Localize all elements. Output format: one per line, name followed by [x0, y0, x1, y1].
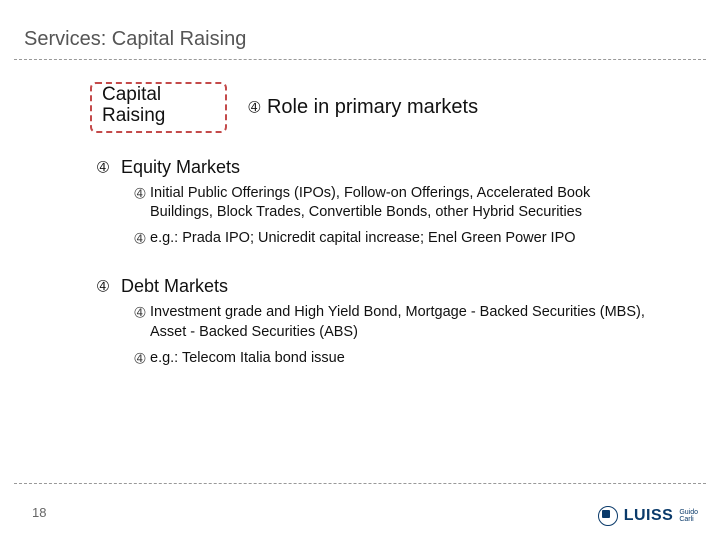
section-heading-debt: ➃ Debt Markets	[96, 276, 656, 297]
list-item: ➃ Initial Public Offerings (IPOs), Follo…	[130, 184, 656, 223]
circled-arrow-icon: ➃	[130, 184, 150, 223]
bottom-divider	[14, 483, 706, 484]
circled-arrow-icon: ➃	[130, 229, 150, 249]
bullet-text: e.g.: Prada IPO; Unicredit capital incre…	[150, 229, 576, 249]
capital-raising-box: Capital Raising	[90, 82, 227, 133]
circled-arrow-icon: ➃	[96, 278, 110, 295]
logo-text: LUISS	[624, 507, 674, 525]
slide-title: Services: Capital Raising	[0, 0, 720, 59]
circled-arrow-icon: ➃	[96, 159, 110, 176]
box-line2: Raising	[102, 106, 165, 127]
luiss-logo: LUISS Guido Carli	[598, 506, 698, 526]
circled-arrow-icon: ➃	[130, 303, 150, 342]
section-label: Equity Markets	[121, 157, 240, 177]
top-divider	[14, 59, 706, 60]
circled-arrow-icon: ➃	[247, 99, 261, 116]
circled-arrow-icon: ➃	[130, 349, 150, 369]
role-text: ➃ Role in primary markets	[247, 96, 478, 119]
logo-sub2: Carli	[679, 516, 698, 523]
header-row: Capital Raising ➃ Role in primary market…	[90, 82, 720, 133]
list-item: ➃ e.g.: Prada IPO; Unicredit capital inc…	[130, 229, 656, 249]
bullet-text: Investment grade and High Yield Bond, Mo…	[150, 303, 656, 342]
logo-sub1: Guido	[679, 509, 698, 516]
content-area: ➃ Equity Markets ➃ Initial Public Offeri…	[96, 157, 656, 368]
section-heading-equity: ➃ Equity Markets	[96, 157, 656, 178]
bullet-text: Initial Public Offerings (IPOs), Follow-…	[150, 184, 656, 223]
logo-subtext: Guido Carli	[679, 509, 698, 523]
logo-mark-icon	[598, 506, 618, 526]
role-label: Role in primary markets	[267, 96, 478, 118]
section-label: Debt Markets	[121, 276, 228, 296]
box-line1: Capital	[102, 85, 165, 106]
list-item: ➃ e.g.: Telecom Italia bond issue	[130, 349, 656, 369]
page-number: 18	[32, 505, 46, 520]
bullet-text: e.g.: Telecom Italia bond issue	[150, 349, 345, 369]
list-item: ➃ Investment grade and High Yield Bond, …	[130, 303, 656, 342]
